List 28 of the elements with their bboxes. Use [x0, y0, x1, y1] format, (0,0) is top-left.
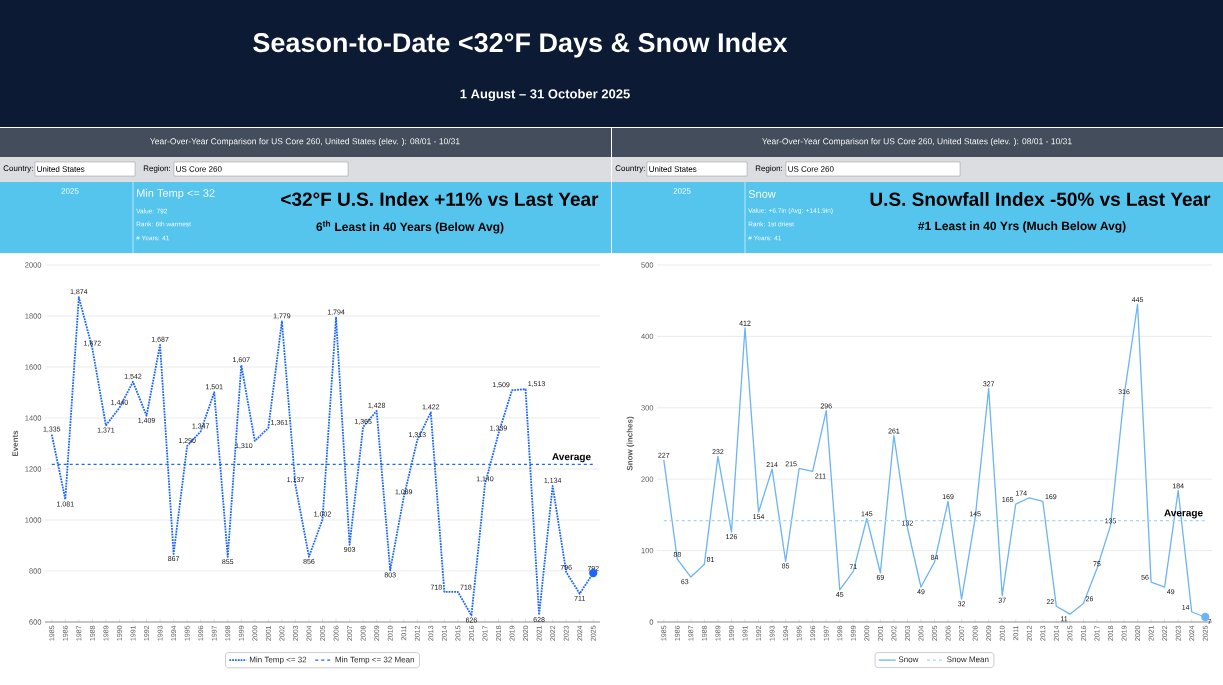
text: United States: [37, 166, 85, 172]
chart-title: U.S. Snowfall Index -50% vs Last Year: [870, 192, 1211, 206]
chart-subtitle: 6$^{th}$ Least in 40 Years (Below Avg): [316, 220, 504, 234]
text: Region:: [755, 165, 783, 173]
text: US Core 260: [176, 166, 222, 172]
annotation: Average: [1164, 509, 1203, 519]
text: Season-to-Date <32°F Days & Snow Index: [253, 32, 788, 58]
chart-subtitle: #1 Least in 40 Yrs (Much Below Avg): [918, 221, 1126, 233]
text: 2025: [61, 188, 79, 194]
legend-label: Snow Mean: [947, 656, 989, 663]
text: Year-Over-Year Comparison for US Core 260, United States (elev. ): 08/01 - 10/31: [762, 138, 1072, 146]
text: 2025: [673, 188, 691, 194]
chart-title: <32°F U.S. Index +11% vs Last Year: [281, 192, 599, 206]
text: Country:: [615, 165, 645, 173]
y-axis-title: Snow (inches): [626, 416, 635, 471]
legend-label: Snow: [898, 656, 919, 663]
text: Year-Over-Year Comparison for US Core 260, United States (elev. ): 08/01 - 10/31: [150, 138, 460, 146]
text: Snow: [748, 190, 776, 198]
text: 1 August – 31 October 2025: [460, 88, 630, 102]
text: Min Temp <= 32: [137, 188, 215, 200]
legend-label: Min Temp <= 32: [249, 656, 307, 664]
text: Region:: [143, 165, 171, 173]
y-axis-title: Events: [12, 430, 18, 457]
annotation: Average: [552, 453, 591, 463]
text: Country:: [3, 165, 33, 173]
text: US Core 260: [788, 166, 834, 172]
text: United States: [649, 166, 697, 172]
legend-label: Min Temp <= 32 Mean: [335, 656, 415, 664]
